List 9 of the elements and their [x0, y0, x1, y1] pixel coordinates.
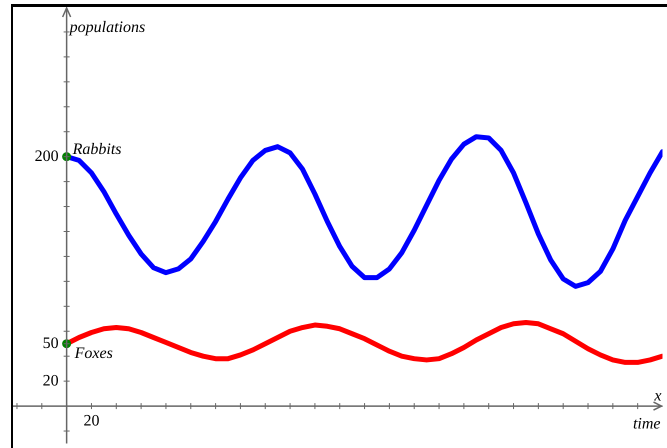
x-axis-title: time	[632, 415, 660, 432]
y-tick-label: 50	[42, 334, 59, 352]
y-tick-label: 20	[42, 372, 59, 390]
y-tick-label: 200	[34, 148, 59, 165]
annotation: 20	[83, 412, 100, 430]
series-label: Rabbits	[72, 140, 122, 158]
annotation: x	[653, 387, 662, 404]
y-axis-title: populations	[68, 19, 146, 36]
series-label: Foxes	[74, 344, 113, 362]
